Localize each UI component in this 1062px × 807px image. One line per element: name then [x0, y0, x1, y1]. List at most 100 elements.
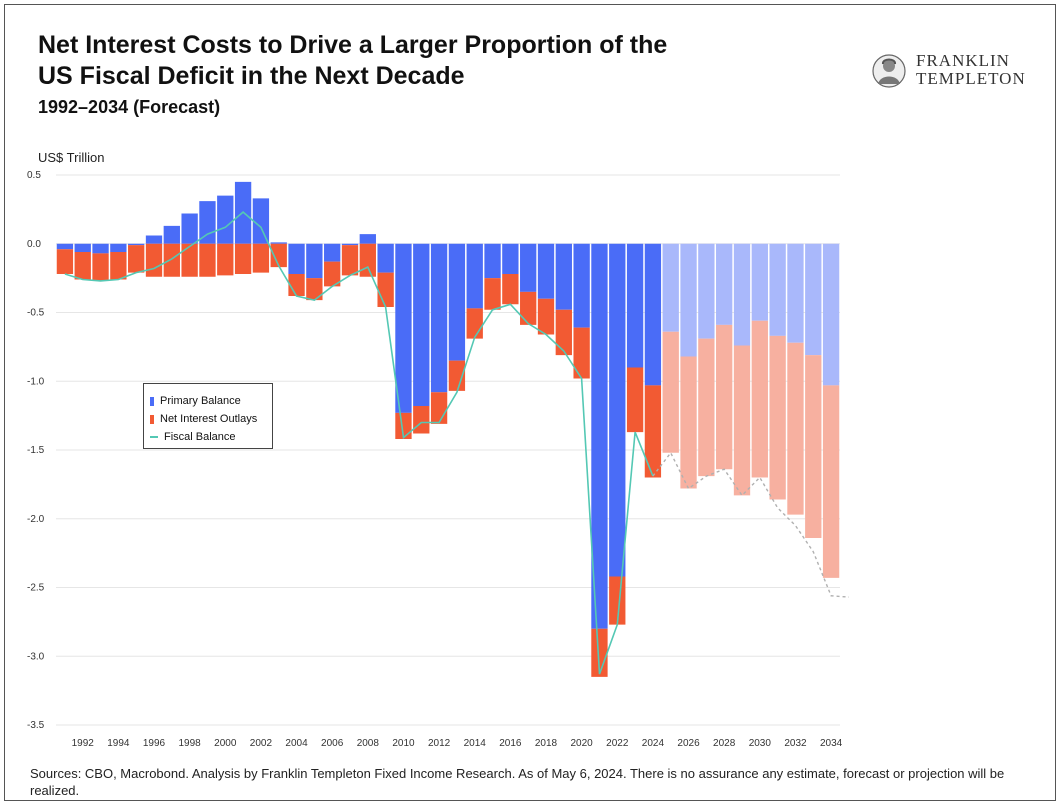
legend-swatch-primary	[150, 396, 154, 406]
y-tick-label: -1.0	[27, 376, 45, 387]
y-tick-label: -3.0	[27, 651, 45, 662]
bar-primary-balance	[484, 243, 501, 279]
bar-primary-balance	[787, 243, 804, 343]
x-tick-label: 2010	[392, 738, 415, 749]
bar-net-interest	[626, 367, 644, 433]
bar-net-interest	[413, 406, 430, 434]
y-axis-label: US$ Trillion	[38, 150, 105, 165]
bar-primary-balance	[448, 243, 466, 361]
bar-primary-balance	[145, 235, 163, 244]
bar-net-interest	[395, 412, 412, 439]
bar-primary-balance	[555, 243, 572, 310]
bar-net-interest	[199, 243, 216, 277]
bar-primary-balance	[341, 243, 359, 246]
x-tick-label: 2024	[642, 738, 665, 749]
source-note: Sources: CBO, Macrobond. Analysis by Fra…	[30, 766, 1005, 798]
x-tick-label: 1998	[179, 738, 202, 749]
bar-primary-balance	[56, 243, 74, 250]
bar-net-interest	[145, 243, 163, 277]
bar-net-interest	[805, 355, 822, 538]
x-tick-label: 2012	[428, 738, 451, 749]
bar-net-interest	[448, 360, 466, 391]
legend-swatch-fiscal	[150, 436, 158, 439]
x-tick-label: 2008	[357, 738, 380, 749]
bar-primary-balance	[626, 243, 644, 368]
bar-net-interest	[341, 245, 359, 276]
bar-primary-balance	[662, 243, 679, 332]
bar-net-interest	[181, 243, 198, 277]
y-tick-label: -3.5	[27, 720, 45, 731]
bar-primary-balance	[74, 243, 91, 252]
x-tick-label: 1996	[143, 738, 166, 749]
bar-primary-balance	[805, 243, 822, 356]
bar-primary-balance	[128, 243, 145, 246]
bar-primary-balance	[680, 243, 697, 357]
bar-net-interest	[110, 252, 127, 280]
x-tick-label: 2014	[464, 738, 487, 749]
bar-primary-balance	[413, 243, 430, 406]
bar-primary-balance	[359, 234, 376, 244]
bar-primary-balance	[733, 243, 751, 346]
bar-primary-balance	[110, 243, 127, 252]
bar-net-interest	[787, 342, 804, 515]
bar-net-interest	[484, 278, 501, 310]
bar-primary-balance	[181, 213, 198, 244]
bar-primary-balance	[644, 243, 662, 386]
bar-net-interest	[128, 245, 145, 273]
x-tick-label: 2004	[285, 738, 308, 749]
bar-primary-balance	[430, 243, 448, 393]
bar-net-interest	[92, 253, 109, 281]
chart-subtitle: 1992–2034 (Forecast)	[38, 97, 221, 117]
logo-wordmark: FRANKLIN TEMPLETON	[916, 52, 1026, 88]
bar-primary-balance	[822, 243, 840, 386]
bar-primary-balance	[591, 243, 608, 629]
bar-net-interest	[252, 243, 270, 273]
franklin-portrait-icon	[872, 54, 906, 88]
bar-net-interest	[644, 385, 662, 478]
x-tick-label: 2000	[214, 738, 237, 749]
logo-line-1: FRANKLIN	[916, 51, 1010, 70]
x-tick-label: 2018	[535, 738, 558, 749]
bar-net-interest	[555, 309, 572, 356]
bar-primary-balance	[716, 243, 733, 325]
bar-primary-balance	[769, 243, 786, 336]
fiscal-balance-actual	[64, 211, 654, 675]
bar-net-interest	[698, 338, 715, 477]
bar-primary-balance	[288, 243, 305, 274]
bar-net-interest	[377, 272, 394, 307]
bar-net-interest	[324, 261, 341, 287]
bar-net-interest	[822, 385, 840, 578]
bar-net-interest	[502, 274, 519, 305]
y-tick-label: -0.5	[27, 308, 45, 319]
bar-net-interest	[680, 356, 697, 489]
bar-net-interest	[306, 278, 323, 301]
bar-primary-balance	[252, 198, 270, 244]
legend-primary-balance: Primary Balance	[150, 393, 241, 409]
x-tick-labels: 1992 1994 1996 1998 2000 2002 2004 2006 2008 2010…	[72, 738, 843, 749]
x-tick-label: 2020	[571, 738, 594, 749]
bar-primary-balance	[92, 243, 109, 254]
x-tick-label: 1994	[107, 738, 130, 749]
bar-net-interest	[217, 243, 234, 276]
title-line-1: Net Interest Costs to Drive a Larger Pro…	[38, 31, 668, 59]
fiscal-balance-forecast	[652, 451, 849, 598]
bar-net-interest	[74, 252, 91, 280]
legend-net-interest: Net Interest Outlays	[150, 411, 257, 427]
y-tick-label: -2.5	[27, 583, 45, 594]
franklin-templeton-logo: FRANKLIN TEMPLETON	[872, 52, 1042, 94]
bar-net-interest	[359, 243, 376, 277]
bar-primary-balance	[377, 243, 394, 273]
fiscal-balance-line	[64, 211, 849, 675]
y-tick-label: -2.0	[27, 514, 45, 525]
bar-primary-balance	[573, 243, 590, 328]
bar-primary-balance	[698, 243, 715, 339]
bar-net-interest	[430, 392, 448, 424]
title-line-2: US Fiscal Deficit in the Next Decade	[38, 62, 465, 90]
bar-primary-balance	[324, 243, 341, 262]
bar-primary-balance	[537, 243, 555, 299]
y-tick-label: -1.5	[27, 445, 45, 456]
bar-net-interest	[751, 320, 768, 478]
chart-title: Net Interest Costs to Drive a Larger Pro…	[38, 30, 798, 92]
bar-primary-balance	[270, 242, 287, 244]
bar-primary-balance	[217, 195, 234, 244]
